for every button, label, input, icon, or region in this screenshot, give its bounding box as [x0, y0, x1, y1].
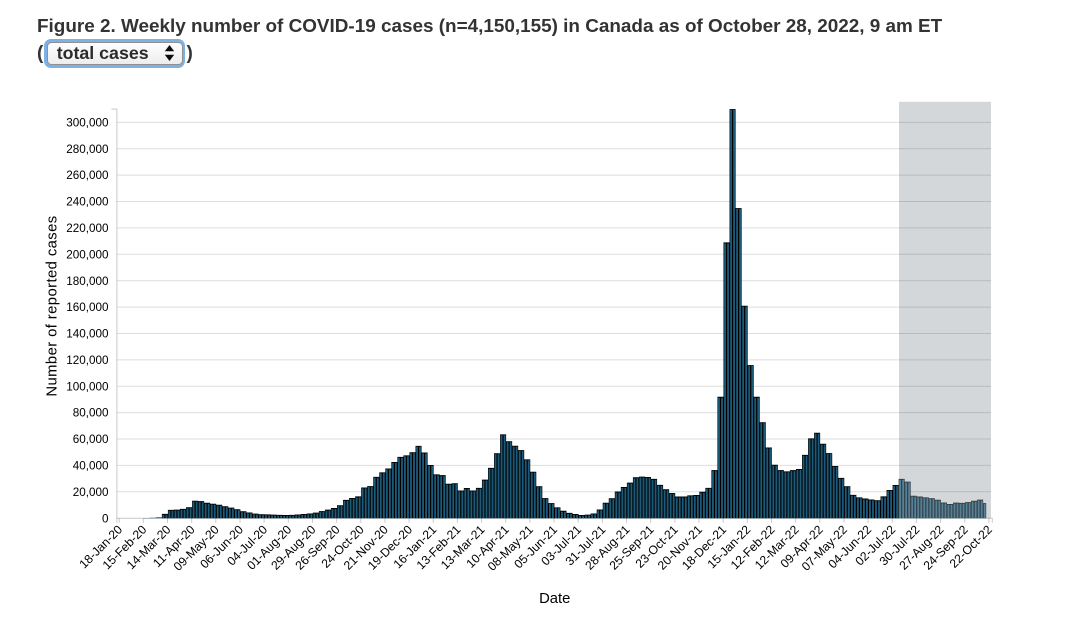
- svg-text:280,000: 280,000: [66, 143, 109, 156]
- svg-text:20,000: 20,000: [73, 486, 109, 499]
- svg-text:Date: Date: [539, 591, 570, 607]
- svg-text:140,000: 140,000: [66, 328, 109, 341]
- svg-text:60,000: 60,000: [73, 433, 109, 446]
- svg-text:100,000: 100,000: [66, 380, 109, 393]
- svg-text:0: 0: [102, 512, 109, 525]
- svg-text:260,000: 260,000: [66, 169, 109, 182]
- svg-text:Number of reported cases: Number of reported cases: [45, 215, 61, 396]
- svg-text:220,000: 220,000: [66, 222, 109, 235]
- svg-text:300,000: 300,000: [66, 116, 109, 129]
- svg-text:40,000: 40,000: [73, 460, 109, 473]
- svg-text:240,000: 240,000: [66, 196, 109, 209]
- svg-text:180,000: 180,000: [66, 275, 109, 288]
- svg-text:120,000: 120,000: [66, 354, 109, 367]
- svg-text:200,000: 200,000: [66, 248, 109, 261]
- svg-text:160,000: 160,000: [66, 301, 109, 314]
- svg-text:80,000: 80,000: [73, 407, 109, 420]
